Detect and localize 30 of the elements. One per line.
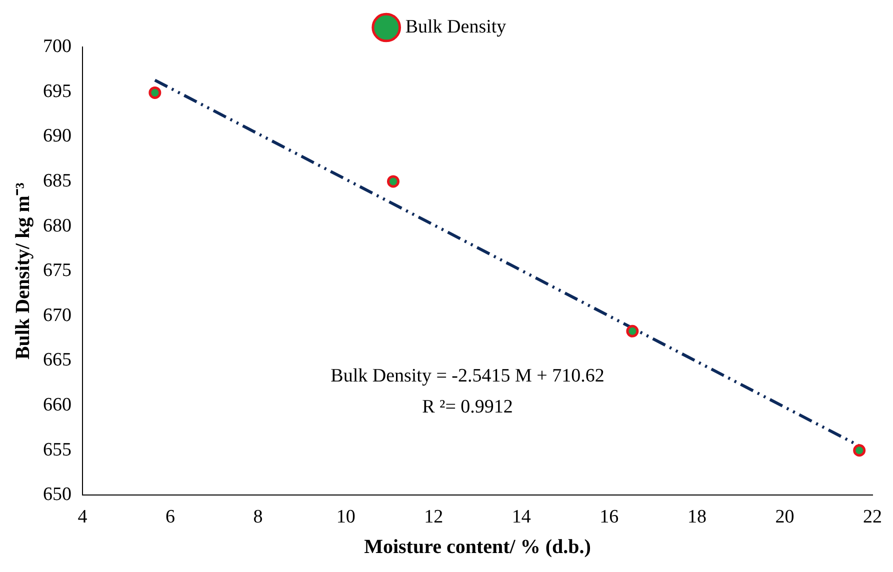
y-tick-label: 650 (43, 484, 72, 506)
point (386, 175, 400, 188)
x-tick-label: 6 (166, 506, 176, 528)
x-tick-label: 4 (78, 506, 88, 528)
x-axis-title: Moisture content/ % (d.b.) (364, 536, 591, 558)
x-tick-label: 14 (512, 506, 532, 528)
x-tick-label: 18 (687, 506, 706, 528)
y-tick-label: 660 (43, 394, 72, 416)
y-tick-label: 690 (43, 126, 72, 147)
annotation: R ²= 0.9912 (422, 396, 513, 418)
x-tick-label: 16 (600, 506, 619, 528)
y-tick-label: 675 (43, 260, 72, 282)
y-axis-title: Bulk Density/ kg m⁻³ (12, 182, 34, 360)
point (626, 324, 639, 338)
y-tick-label: 665 (43, 350, 72, 371)
y-tick-label: 695 (43, 80, 72, 102)
y-tick-label: 655 (43, 439, 72, 460)
point (853, 444, 866, 457)
x-tick-label: 10 (336, 506, 356, 528)
legend-label: Bulk Density (405, 16, 507, 38)
annotation: Bulk Density = -2.5415 M + 710.62 (330, 365, 604, 386)
x-tick-label: 8 (253, 506, 263, 528)
x-tick-label: 22 (863, 506, 882, 528)
y-tick-label: 680 (43, 215, 72, 236)
point (148, 86, 162, 99)
y-tick-label: 700 (43, 36, 72, 57)
x-tick-label: 20 (775, 506, 794, 528)
x-tick-label: 12 (424, 506, 444, 528)
y-tick-label: 685 (43, 170, 72, 192)
y-tick-label: 670 (43, 304, 72, 326)
